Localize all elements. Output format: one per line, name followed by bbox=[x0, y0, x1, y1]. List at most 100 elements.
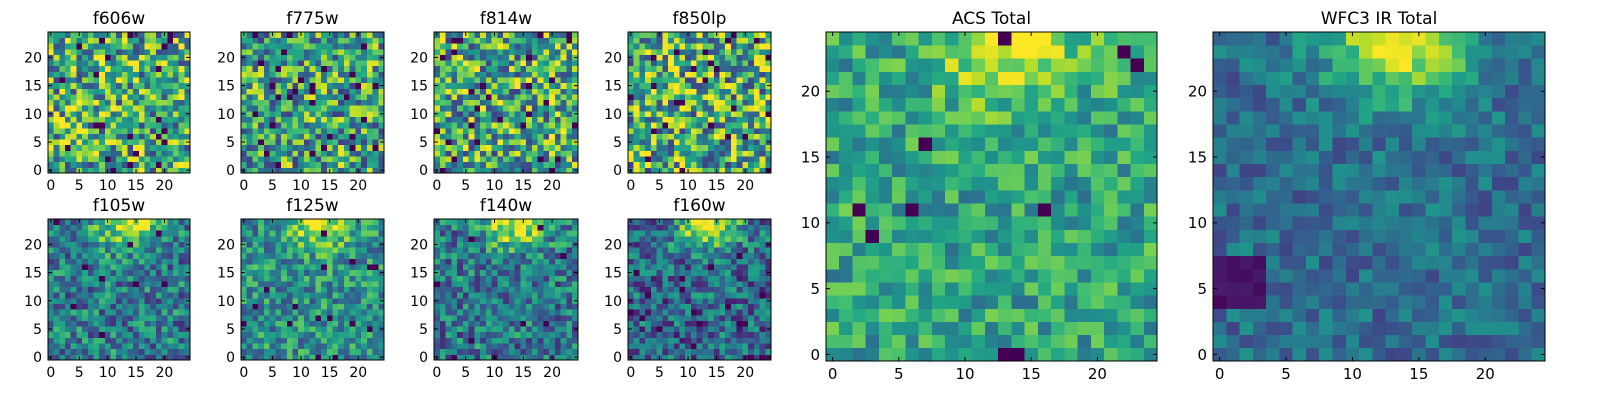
heatmap-cell bbox=[355, 60, 361, 66]
heatmap-cell bbox=[145, 145, 151, 151]
heatmap-cell bbox=[469, 292, 475, 298]
heatmap-cell bbox=[264, 332, 270, 338]
heatmap-cell bbox=[167, 315, 173, 321]
heatmap-cell bbox=[292, 332, 298, 338]
heatmap-cell bbox=[355, 270, 361, 276]
heatmap-cell bbox=[310, 162, 316, 168]
heatmap-cell bbox=[509, 111, 515, 117]
heatmap-cell bbox=[99, 309, 105, 315]
heatmap-cell bbox=[657, 71, 663, 77]
heatmap-cell bbox=[532, 94, 538, 100]
heatmap-cell bbox=[497, 88, 503, 94]
heatmap-cell bbox=[702, 298, 708, 304]
heatmap-cell bbox=[561, 150, 567, 156]
heatmap-cell bbox=[128, 247, 134, 253]
heatmap-cell bbox=[651, 105, 657, 111]
heatmap-cell bbox=[344, 111, 350, 117]
heatmap-cell bbox=[361, 139, 367, 145]
heatmap-cell bbox=[315, 83, 321, 89]
heatmap-cell bbox=[668, 343, 674, 349]
heatmap-cell bbox=[674, 167, 680, 173]
heatmap-cell bbox=[446, 38, 452, 44]
heatmap-cell bbox=[446, 287, 452, 293]
heatmap-cell bbox=[520, 332, 526, 338]
heatmap-cell bbox=[179, 32, 185, 38]
heatmap-cell bbox=[434, 292, 440, 298]
heatmap-cell bbox=[162, 111, 168, 117]
heatmap-cell bbox=[247, 162, 253, 168]
heatmap-cell bbox=[480, 287, 486, 293]
heatmap-cell bbox=[657, 332, 663, 338]
heatmap-cell bbox=[167, 225, 173, 231]
heatmap-cell bbox=[731, 111, 737, 117]
heatmap-cell bbox=[258, 128, 264, 134]
heatmap-cell bbox=[674, 55, 680, 61]
heatmap-cell bbox=[327, 162, 333, 168]
heatmap-cell bbox=[373, 332, 379, 338]
heatmap-cell bbox=[162, 281, 168, 287]
heatmap-cell bbox=[486, 343, 492, 349]
heatmap-cell bbox=[252, 242, 258, 248]
heatmap-cell bbox=[645, 162, 651, 168]
heatmap-cell bbox=[543, 258, 549, 264]
heatmap-cell bbox=[440, 236, 446, 242]
heatmap-cell bbox=[65, 270, 71, 276]
heatmap-cell bbox=[668, 156, 674, 162]
heatmap-cell bbox=[737, 55, 743, 61]
heatmap-cell bbox=[122, 304, 128, 310]
heatmap-cell bbox=[264, 264, 270, 270]
heatmap-cell bbox=[566, 83, 572, 89]
heatmap-cell bbox=[304, 156, 310, 162]
heatmap-cell bbox=[264, 105, 270, 111]
heatmap-cell bbox=[662, 139, 668, 145]
heatmap-cell bbox=[59, 66, 65, 72]
heatmap-cell bbox=[526, 298, 532, 304]
heatmap-cell bbox=[310, 38, 316, 44]
heatmap-cell bbox=[76, 315, 82, 321]
heatmap-cell bbox=[116, 225, 122, 231]
heatmap-cell bbox=[355, 292, 361, 298]
heatmap-cell bbox=[662, 145, 668, 151]
heatmap-cell bbox=[555, 281, 561, 287]
heatmap-cell bbox=[520, 38, 526, 44]
heatmap-cell bbox=[281, 332, 287, 338]
heatmap-cell bbox=[247, 88, 253, 94]
heatmap-cell bbox=[361, 55, 367, 61]
heatmap-cell bbox=[292, 55, 298, 61]
heatmap-cell bbox=[162, 315, 168, 321]
heatmap-cell bbox=[156, 49, 162, 55]
heatmap-cell bbox=[281, 247, 287, 253]
heatmap-cell bbox=[167, 230, 173, 236]
heatmap-cell bbox=[162, 337, 168, 343]
heatmap-cell bbox=[184, 264, 190, 270]
heatmap-cell bbox=[503, 337, 509, 343]
heatmap-cell bbox=[315, 150, 321, 156]
heatmap-cell bbox=[674, 332, 680, 338]
heatmap-cell bbox=[264, 139, 270, 145]
heatmap-cell bbox=[662, 105, 668, 111]
heatmap-cell bbox=[532, 219, 538, 225]
heatmap-cell bbox=[321, 219, 327, 225]
heatmap-cell bbox=[572, 309, 578, 315]
heatmap-cell bbox=[765, 156, 771, 162]
heatmap-cell bbox=[691, 145, 697, 151]
heatmap-cell bbox=[105, 349, 111, 355]
heatmap-cell bbox=[720, 100, 726, 106]
heatmap-cell bbox=[628, 122, 634, 128]
heatmap-cell bbox=[720, 55, 726, 61]
heatmap-cell bbox=[754, 49, 760, 55]
heatmap-cell bbox=[440, 88, 446, 94]
heatmap-cell bbox=[561, 128, 567, 134]
heatmap-cell bbox=[355, 298, 361, 304]
heatmap-cell bbox=[662, 337, 668, 343]
heatmap-cell bbox=[378, 156, 384, 162]
heatmap-cell bbox=[247, 247, 253, 253]
heatmap-cell bbox=[298, 315, 304, 321]
heatmap-cell bbox=[88, 77, 94, 83]
heatmap-cell bbox=[145, 349, 151, 355]
heatmap-cell bbox=[748, 66, 754, 72]
heatmap-cell bbox=[270, 247, 276, 253]
heatmap-cell bbox=[184, 38, 190, 44]
heatmap-cell bbox=[321, 309, 327, 315]
heatmap-cell bbox=[457, 88, 463, 94]
